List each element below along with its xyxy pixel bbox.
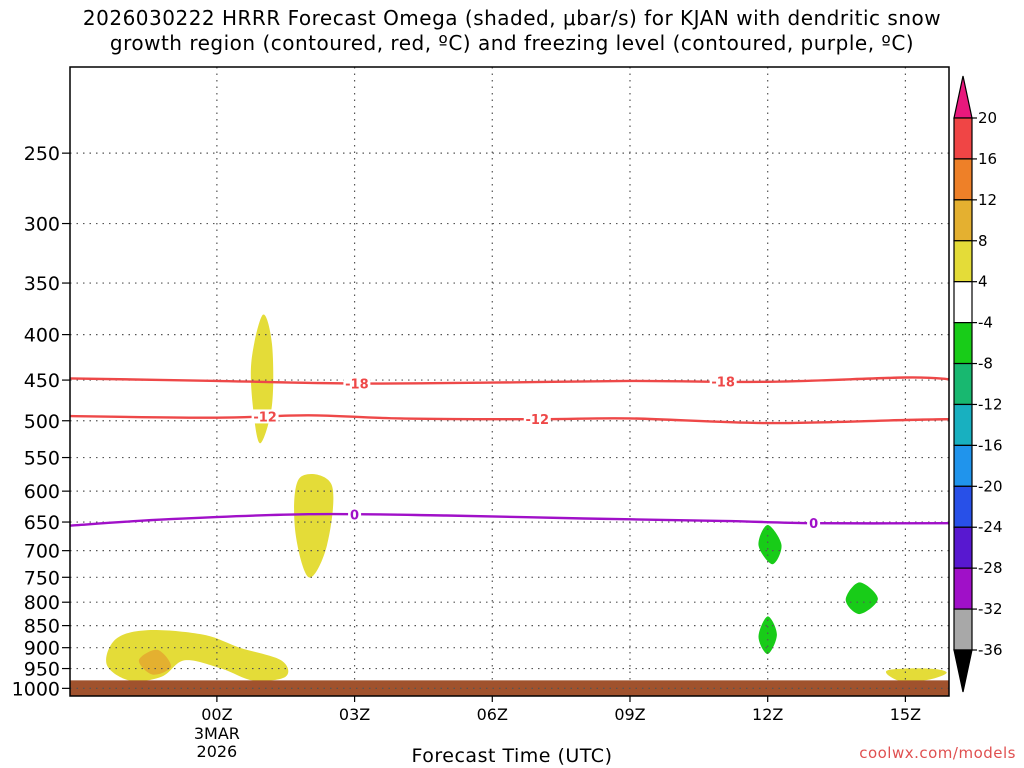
contour-label-bg <box>523 412 551 427</box>
watermark: coolwx.com/models <box>859 744 1016 762</box>
contour-label-bg <box>251 409 279 424</box>
y-tick-label: 650 <box>24 512 60 534</box>
colorbar-box <box>953 403 973 446</box>
colorbar-box <box>953 485 973 528</box>
colorbar-label: -12 <box>978 395 1003 413</box>
colorbar-label: 4 <box>978 273 988 291</box>
y-tick-label: 850 <box>24 616 60 638</box>
x-tick-label: 12Z <box>752 705 783 724</box>
grid <box>70 67 949 689</box>
y-tick-label: 400 <box>24 325 60 347</box>
colorbar-box <box>953 158 973 201</box>
contour-label: 0 <box>350 509 359 524</box>
contours: -18 -18 -12 -12 0 0 <box>69 374 950 532</box>
terrain-band <box>70 680 949 696</box>
chart-title: 2026030222 HRRR Forecast Omega (shaded, … <box>0 6 1024 56</box>
y-tick-label: 350 <box>24 273 60 295</box>
x-tick-label: 15Z <box>890 705 921 724</box>
x-tick-label: 03Z <box>339 705 370 724</box>
colorbar-label: 20 <box>978 109 997 127</box>
colorbar-label: -16 <box>978 436 1003 454</box>
y-tick-label: 1000 <box>12 678 60 700</box>
colorbar-label: -4 <box>978 314 993 332</box>
omega-shading <box>106 314 947 682</box>
omega-region <box>845 582 878 615</box>
colorbar-label: -36 <box>978 641 1003 659</box>
colorbar-box <box>953 281 973 324</box>
title-line-1: 2026030222 HRRR Forecast Omega (shaded, … <box>82 6 942 30</box>
colorbar-label: 12 <box>978 191 997 209</box>
colorbar-label: -28 <box>978 559 1003 577</box>
colorbar-box <box>953 362 973 406</box>
colorbar-max-arrow <box>953 75 973 119</box>
contour-label-bg <box>343 376 371 391</box>
y-tick-label: 800 <box>24 592 60 614</box>
colorbar-box <box>953 526 973 569</box>
omega-region <box>758 525 782 565</box>
x-tick-label: 06Z <box>477 705 508 724</box>
colorbar-label: 8 <box>978 232 988 250</box>
contour-label-bg <box>807 516 821 531</box>
terrain <box>70 680 949 696</box>
colorbar-box <box>953 322 973 365</box>
y-tick-label: 600 <box>24 481 60 503</box>
plot-border <box>69 66 950 697</box>
contour-label-bg <box>348 507 362 522</box>
contour-label: -12 <box>526 413 550 428</box>
title-line-2: growth region (contoured, red, ºC) and f… <box>109 31 915 55</box>
contour-label-bg <box>709 374 737 389</box>
omega-region <box>106 629 289 682</box>
contour-label: -18 <box>345 377 369 392</box>
colorbar-box <box>953 199 973 242</box>
y-tick-label: 450 <box>24 370 60 392</box>
y-tick-label: 300 <box>24 214 60 236</box>
x-tick-sublabel: 2026 <box>197 742 238 761</box>
contour-label: -12 <box>253 410 277 425</box>
contour-line <box>69 414 950 425</box>
y-tick-label: 700 <box>24 541 60 563</box>
x-tick-sublabel: 3MAR <box>194 724 240 743</box>
y-tick-label: 500 <box>24 411 60 433</box>
colorbar-label: 16 <box>978 150 997 168</box>
colorbar-label: -24 <box>978 518 1003 536</box>
colorbar-box <box>953 444 973 487</box>
contour-label: -18 <box>711 376 735 391</box>
colorbar-min-arrow <box>953 649 973 693</box>
colorbar-box <box>953 608 973 651</box>
y-tick-label: 900 <box>24 638 60 660</box>
x-tick-label: 09Z <box>614 705 645 724</box>
x-tick-label: 00Z <box>201 705 232 724</box>
omega-region <box>138 649 172 675</box>
contour-label: 0 <box>809 517 818 532</box>
colorbar-label: -32 <box>978 600 1003 618</box>
colorbar-box <box>953 240 973 283</box>
contour-line <box>69 376 950 385</box>
contour-line <box>69 512 950 527</box>
omega-region <box>885 668 947 682</box>
y-tick-label: 750 <box>24 567 60 589</box>
colorbar-box <box>953 567 973 610</box>
omega-region <box>294 474 334 578</box>
colorbar: 20 16 12 8 4 -4 -8 -12 -16 -20 -24 -28 -32 -36 <box>953 75 1003 693</box>
y-axis: 2503003504004505005506006507007508008509… <box>12 143 70 700</box>
y-tick-label: 550 <box>24 448 60 470</box>
y-tick-label: 250 <box>24 143 60 165</box>
plot-frame <box>69 66 950 697</box>
colorbar-label: -8 <box>978 355 993 373</box>
colorbar-box <box>953 117 973 160</box>
omega-region <box>758 616 777 655</box>
y-tick-label: 950 <box>24 659 60 681</box>
colorbar-label: -20 <box>978 477 1003 495</box>
x-axis-label: Forecast Time (UTC) <box>411 745 613 767</box>
